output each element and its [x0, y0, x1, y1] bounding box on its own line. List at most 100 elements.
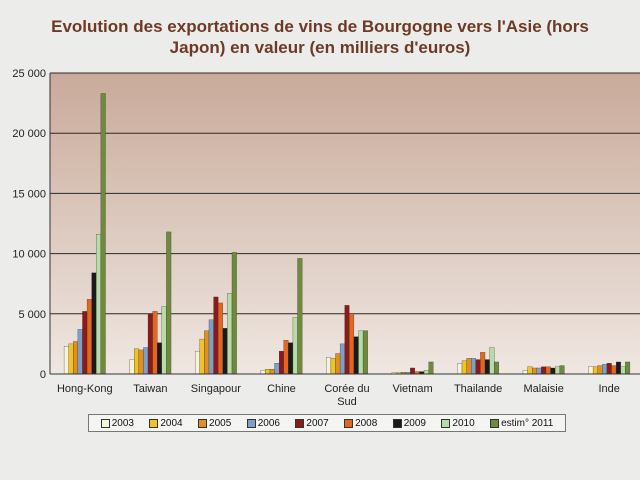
y-tick-label: 0: [40, 369, 46, 381]
bar: [213, 296, 219, 375]
bar: [541, 366, 547, 375]
chart-title: Evolution des exportations de vins de Bo…: [51, 17, 589, 57]
legend-item: 2010: [441, 418, 475, 429]
y-tick-label: 15 000: [12, 188, 46, 200]
bar: [349, 313, 355, 375]
legend-swatch: [246, 418, 256, 428]
legend-label: 2005: [209, 417, 232, 429]
legend-label: 2008: [355, 417, 378, 429]
bar: [73, 341, 79, 375]
bar: [152, 311, 158, 375]
bar: [615, 361, 621, 375]
legend-item: 2003: [100, 418, 134, 429]
bar: [326, 356, 332, 375]
legend-label: 2004: [160, 417, 183, 429]
legend-swatch: [198, 418, 208, 428]
legend-swatch: [441, 418, 451, 428]
x-tick-label: Singapour: [191, 383, 241, 395]
bar: [606, 363, 612, 375]
bar: [292, 317, 298, 375]
x-tick-label: Malaisie: [523, 383, 563, 395]
bar: [475, 359, 481, 375]
y-tick-label: 10 000: [12, 249, 46, 261]
legend-label: 2006: [257, 417, 280, 429]
bar: [157, 342, 162, 375]
legend-swatch: [295, 418, 305, 428]
bar: [625, 361, 631, 375]
bar: [457, 363, 463, 375]
legend-swatch: [149, 418, 159, 428]
bar: [208, 319, 214, 375]
bar: [620, 366, 626, 375]
y-tick-label: 25 000: [12, 68, 46, 80]
bar: [231, 252, 237, 375]
bar: [559, 365, 565, 375]
bar: [86, 299, 92, 375]
bar: [611, 365, 617, 375]
y-tick-label: 5 000: [18, 309, 46, 321]
x-tick-label: Inde: [599, 383, 620, 395]
bar: [96, 234, 102, 375]
bar: [77, 329, 83, 375]
bar: [260, 370, 266, 375]
legend-item: 2006: [246, 417, 280, 429]
bar: [410, 367, 416, 375]
bar: [274, 363, 280, 375]
bar: [461, 360, 467, 375]
bar: [161, 306, 167, 375]
bar: [428, 361, 434, 375]
legend-item: 2004: [149, 417, 183, 429]
legend-swatch: [100, 418, 110, 428]
bar: [555, 366, 560, 375]
bar: [288, 342, 294, 375]
bar: [550, 367, 556, 375]
legend-item: 2008: [344, 418, 377, 429]
bar: [597, 365, 603, 375]
legend-item: 2009: [392, 418, 426, 429]
x-tick-label: Corée du Sud: [324, 383, 369, 408]
bar: [195, 350, 200, 375]
x-tick-label: Chine: [267, 383, 296, 395]
bar: [484, 359, 490, 375]
bar: [100, 93, 106, 375]
y-tick-labels: 0 5 000 10 000 15 000 20 000 25 000: [12, 68, 46, 381]
bar: [527, 366, 533, 375]
bar: [222, 328, 228, 375]
legend-label: estim° 2011: [501, 417, 554, 429]
legend-item: 2005: [198, 418, 231, 429]
bar: [63, 346, 69, 375]
bar: [532, 367, 537, 375]
bar: [522, 370, 528, 375]
bar: [358, 330, 364, 375]
bar: [339, 343, 345, 375]
bar: [592, 366, 598, 375]
bar: [82, 311, 88, 375]
x-tick-label: Taiwan: [133, 383, 167, 395]
bar: [494, 361, 499, 375]
bar: [269, 369, 275, 375]
legend-item: 2007: [295, 417, 329, 429]
legend-label: 2007: [306, 417, 329, 429]
bar: [91, 272, 97, 375]
legend-item: estim° 2011: [490, 418, 553, 429]
bar: [536, 367, 542, 375]
bar: [353, 336, 359, 375]
bar: [138, 349, 144, 375]
bar: [227, 293, 233, 375]
bar: [297, 258, 303, 375]
legend-swatch: [490, 418, 500, 428]
legend-swatch: [344, 418, 354, 428]
bar: [199, 338, 205, 375]
bar: [129, 359, 135, 375]
bar: [330, 358, 336, 375]
bar: [265, 369, 271, 375]
x-tick-label: Vietnam: [392, 383, 432, 395]
x-tick-label: Hong-Kong: [57, 383, 113, 395]
bar: [204, 330, 210, 375]
x-tick-labels: Hong-Kong Taiwan Singapour Chine Corée du Sud…: [57, 383, 620, 408]
bar: [134, 348, 139, 375]
bar: [283, 340, 289, 375]
legend-swatch: [392, 418, 402, 428]
y-tick-label: 20 000: [12, 128, 46, 140]
